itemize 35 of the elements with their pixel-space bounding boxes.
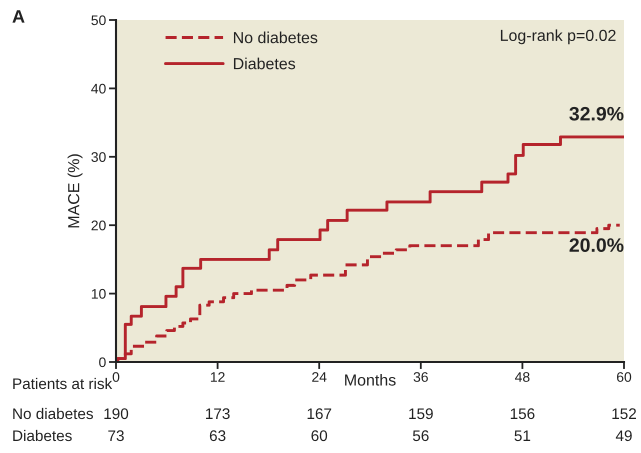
category-label: Diabetes bbox=[13, 430, 72, 442]
chart-title: A bbox=[12, 10, 25, 23]
annotation: 20.0% bbox=[570, 238, 624, 252]
annotation: Log-rank p=0.02 bbox=[500, 29, 616, 44]
y-tick-label: 30 bbox=[91, 152, 106, 162]
text: 167 bbox=[308, 408, 332, 420]
x-axis-title: Months bbox=[345, 374, 396, 386]
x-tick-label: 12 bbox=[210, 372, 225, 382]
x-tick-label: 0 bbox=[112, 372, 120, 382]
y-tick-label: 10 bbox=[92, 288, 106, 299]
text: 56 bbox=[412, 430, 429, 442]
category-label: No diabetes bbox=[13, 408, 93, 420]
x-tick-label: 60 bbox=[616, 372, 632, 382]
legend-label: Diabetes bbox=[234, 58, 296, 70]
text: 63 bbox=[210, 430, 226, 442]
y-tick-label: 0 bbox=[99, 357, 106, 368]
legend-label: No diabetes bbox=[234, 32, 318, 44]
text: 51 bbox=[514, 430, 530, 442]
text: 60 bbox=[311, 430, 328, 442]
y-tick-label: 50 bbox=[91, 15, 106, 26]
text: 73 bbox=[108, 430, 124, 442]
y-tick-label: 20 bbox=[92, 220, 106, 230]
text: Patients at risk bbox=[13, 378, 112, 390]
y-tick-label: 40 bbox=[91, 84, 106, 94]
x-tick-label: 36 bbox=[414, 372, 428, 382]
x-tick-label: 48 bbox=[514, 372, 530, 382]
text: 159 bbox=[409, 408, 433, 420]
text: 49 bbox=[616, 430, 632, 442]
text: 173 bbox=[206, 408, 230, 420]
text: 190 bbox=[104, 408, 128, 420]
text: 156 bbox=[510, 408, 534, 420]
text: 152 bbox=[612, 408, 636, 420]
x-tick-label: 24 bbox=[312, 372, 327, 382]
y-axis-title: MACE (%) bbox=[68, 154, 82, 228]
annotation: 32.9% bbox=[569, 106, 624, 121]
